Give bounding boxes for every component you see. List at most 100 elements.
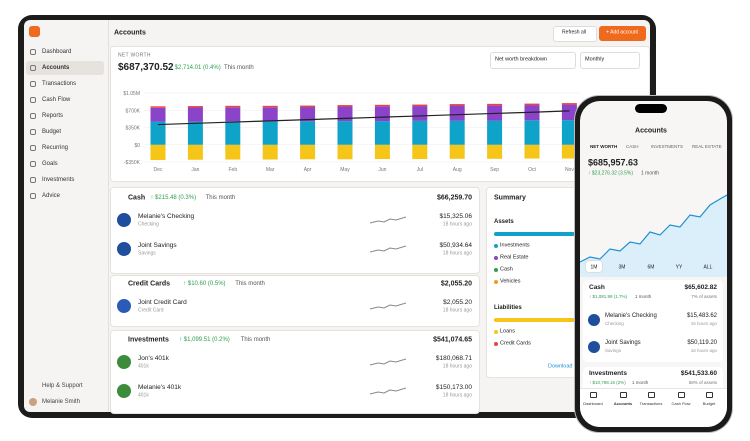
bar-segment (374, 104, 390, 107)
account-icon (117, 299, 131, 313)
bar-segment (150, 121, 166, 145)
add-account-button[interactable] (599, 26, 646, 41)
section-name[interactable]: Investments (128, 336, 169, 344)
help-link[interactable]: Help & Support (42, 383, 83, 389)
account-balance: $2,055.20 (443, 298, 472, 306)
breakdown-label[interactable]: Net worth breakdown (495, 56, 547, 63)
nav-icon (30, 193, 36, 199)
user-name[interactable]: Melanie Smith (42, 399, 81, 405)
account-updated: 18 hours ago (442, 363, 472, 370)
phone-range[interactable]: 3M (618, 264, 626, 271)
phone-nav-item[interactable]: Dashboard (583, 401, 603, 406)
range-select[interactable] (580, 52, 640, 69)
download-link[interactable]: Download (548, 363, 573, 370)
phone-range[interactable]: 6M (647, 264, 655, 271)
net-worth-line (157, 110, 570, 126)
x-tick-label: Aug (453, 167, 462, 173)
asset-item: Vehicles (500, 278, 521, 285)
x-tick-label: Mar (266, 167, 275, 173)
account-type: Checking (138, 221, 159, 228)
phone-tab[interactable]: INVESTMENTS (651, 143, 684, 149)
account-updated: 18 hours ago (442, 221, 472, 228)
bar-segment (449, 104, 465, 106)
nav-item[interactable]: Transactions (42, 81, 77, 87)
section-name[interactable]: Credit Cards (128, 280, 171, 288)
account-name[interactable]: Jon's 401k (138, 354, 169, 362)
net-worth-value: $687,370.52 (118, 62, 174, 73)
x-tick-label: Nov (565, 167, 574, 173)
bar-segment (524, 103, 540, 106)
phone-nav-item[interactable]: Cash Flow (671, 401, 691, 406)
phone-account-name[interactable]: Melanie's Checking (605, 313, 657, 319)
sparkline (370, 387, 406, 395)
nav-item[interactable]: Advice (42, 193, 61, 199)
phone-tab-bar (580, 388, 727, 427)
nav-item[interactable]: Dashboard (42, 49, 72, 55)
nav-icon (30, 49, 36, 55)
phone-range[interactable]: ALL (703, 264, 713, 271)
phone-tab[interactable]: REAL ESTATE (692, 143, 722, 149)
bar-segment (225, 144, 241, 160)
bar-segment (524, 120, 540, 145)
add-account-label[interactable]: + Add account (606, 29, 638, 36)
bar-segment (187, 121, 203, 145)
bar-segment (374, 106, 390, 122)
nav-item[interactable]: Cash Flow (42, 97, 71, 103)
phone-area-chart (580, 194, 727, 277)
legend-dot (494, 256, 498, 260)
net-worth-chart: $1.05M $700K $350K $0 -$350K Dec Jan Feb Mar Apr M… (123, 91, 580, 173)
phone-nav-item[interactable]: Budget (702, 401, 716, 406)
phone-screen (580, 101, 727, 427)
bar-segment (187, 106, 203, 108)
phone-section-name: Investments (589, 369, 627, 377)
account-type: 401k (138, 392, 149, 399)
tab-icon (620, 392, 627, 398)
account-name[interactable]: Melanie's Checking (138, 212, 195, 220)
x-tick-label: Feb (228, 167, 237, 173)
investments-panel (110, 330, 480, 414)
x-tick-label: Apr (304, 167, 312, 173)
account-name[interactable]: Melanie's 401k (138, 383, 182, 391)
phone-section-share: 58% of assets (688, 379, 717, 385)
x-tick-label: May (340, 167, 350, 173)
breakdown-select[interactable] (490, 52, 576, 69)
sparkline (370, 245, 406, 253)
nav-item[interactable]: Accounts (42, 65, 70, 71)
refresh-button[interactable] (553, 26, 597, 42)
phone-nav-item[interactable]: Transactions (639, 401, 663, 406)
section-total: $541,074.65 (433, 336, 472, 344)
nav-item[interactable]: Goals (42, 161, 58, 167)
phone-range[interactable]: YY (675, 264, 683, 271)
phone-nav-item[interactable]: Accounts (613, 401, 633, 406)
bar-segment (561, 103, 577, 105)
account-name[interactable]: Joint Credit Card (138, 298, 187, 306)
phone-range[interactable]: 1M (590, 264, 598, 271)
liabilities-bar (494, 318, 575, 322)
net-worth-change: ↑ $2,714.01 (0.4%) (170, 65, 221, 71)
nav-item[interactable]: Budget (42, 129, 62, 135)
section-name[interactable]: Cash (128, 194, 146, 202)
phone-tab[interactable]: CASH (626, 143, 639, 149)
phone-tab[interactable]: NET WORTH (590, 143, 618, 149)
nav-item[interactable]: Recurring (42, 145, 69, 151)
page-title: Accounts (114, 29, 146, 37)
refresh-label[interactable]: Refresh all (562, 29, 586, 36)
bar-segment (487, 103, 503, 106)
account-icon (117, 384, 131, 398)
section-period: This month (240, 337, 271, 343)
sparkline (370, 216, 406, 224)
account-updated: 18 hours ago (442, 307, 472, 314)
account-balance: $180,068.71 (435, 354, 472, 362)
nav-item[interactable]: Investments (42, 177, 75, 183)
range-label[interactable]: Monthly (585, 56, 605, 63)
phone-section-period: 1 month (635, 293, 652, 299)
bar-segment (412, 144, 428, 160)
phone-account-name[interactable]: Joint Savings (605, 340, 641, 346)
phone-section-name: Cash (589, 283, 605, 291)
nav-icon (30, 81, 36, 87)
nav-item[interactable]: Reports (42, 113, 64, 119)
liabilities-label: Liabilities (494, 305, 522, 311)
account-name[interactable]: Joint Savings (138, 241, 177, 249)
account-type: 401k (138, 363, 149, 370)
bar-segment (187, 144, 203, 160)
